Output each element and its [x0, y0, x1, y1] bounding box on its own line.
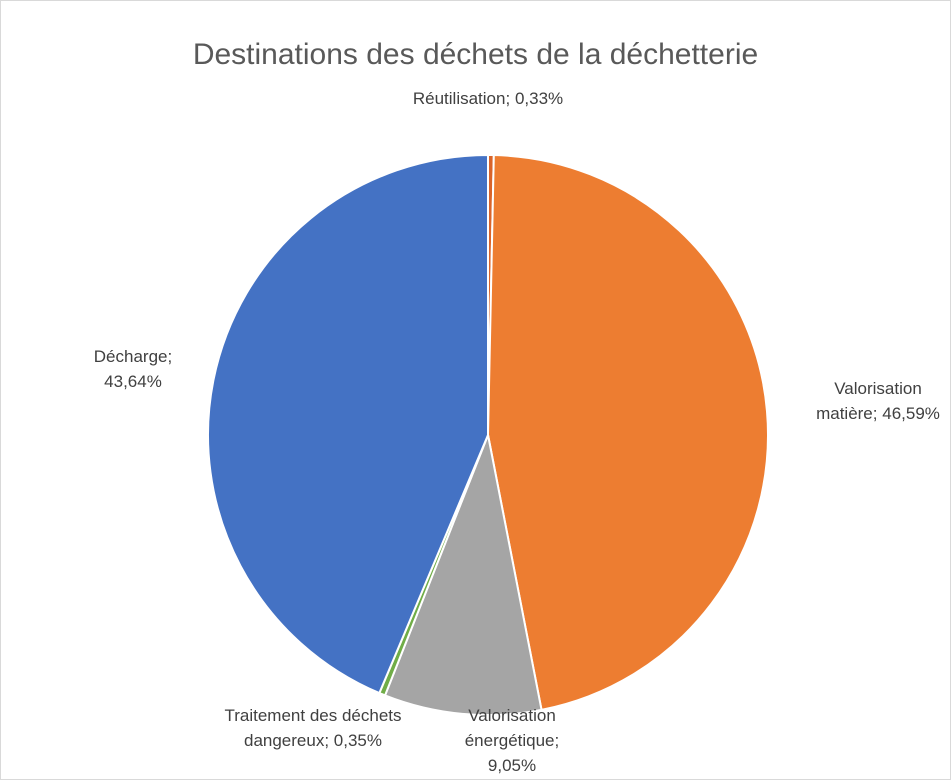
label-separator: ; — [505, 89, 511, 108]
label-separator: ; — [554, 731, 560, 750]
data-label: Valorisation matière; 46,59% — [803, 376, 951, 426]
label-category: Décharge — [93, 347, 168, 366]
chart-title: Destinations des déchets de la déchetter… — [192, 38, 759, 71]
data-label: Réutilisation; 0,33% — [388, 86, 588, 111]
label-category: Valorisation matière — [816, 379, 922, 423]
label-value: 9,05% — [487, 756, 537, 775]
data-label: Décharge; 43,64% — [68, 344, 198, 394]
label-category: Réutilisation — [412, 89, 506, 108]
label-separator: ; — [324, 731, 330, 750]
label-value: 46,59% — [882, 404, 940, 423]
label-separator: ; — [167, 347, 173, 366]
label-separator: ; — [872, 404, 878, 423]
label-value: 0,33% — [514, 89, 564, 108]
label-category: Valorisation énergétique — [464, 706, 556, 750]
label-category: Traitement des déchets dangereux — [224, 706, 402, 750]
data-label: Valorisation énergétique; 9,05% — [447, 703, 577, 778]
label-value: 43,64% — [104, 372, 162, 391]
pie-slice — [383, 431, 543, 716]
data-label: Traitement des déchets dangereux; 0,35% — [218, 703, 408, 753]
label-value: 0,35% — [333, 731, 382, 750]
pie-slice — [207, 153, 489, 695]
pie-slice — [486, 154, 769, 712]
